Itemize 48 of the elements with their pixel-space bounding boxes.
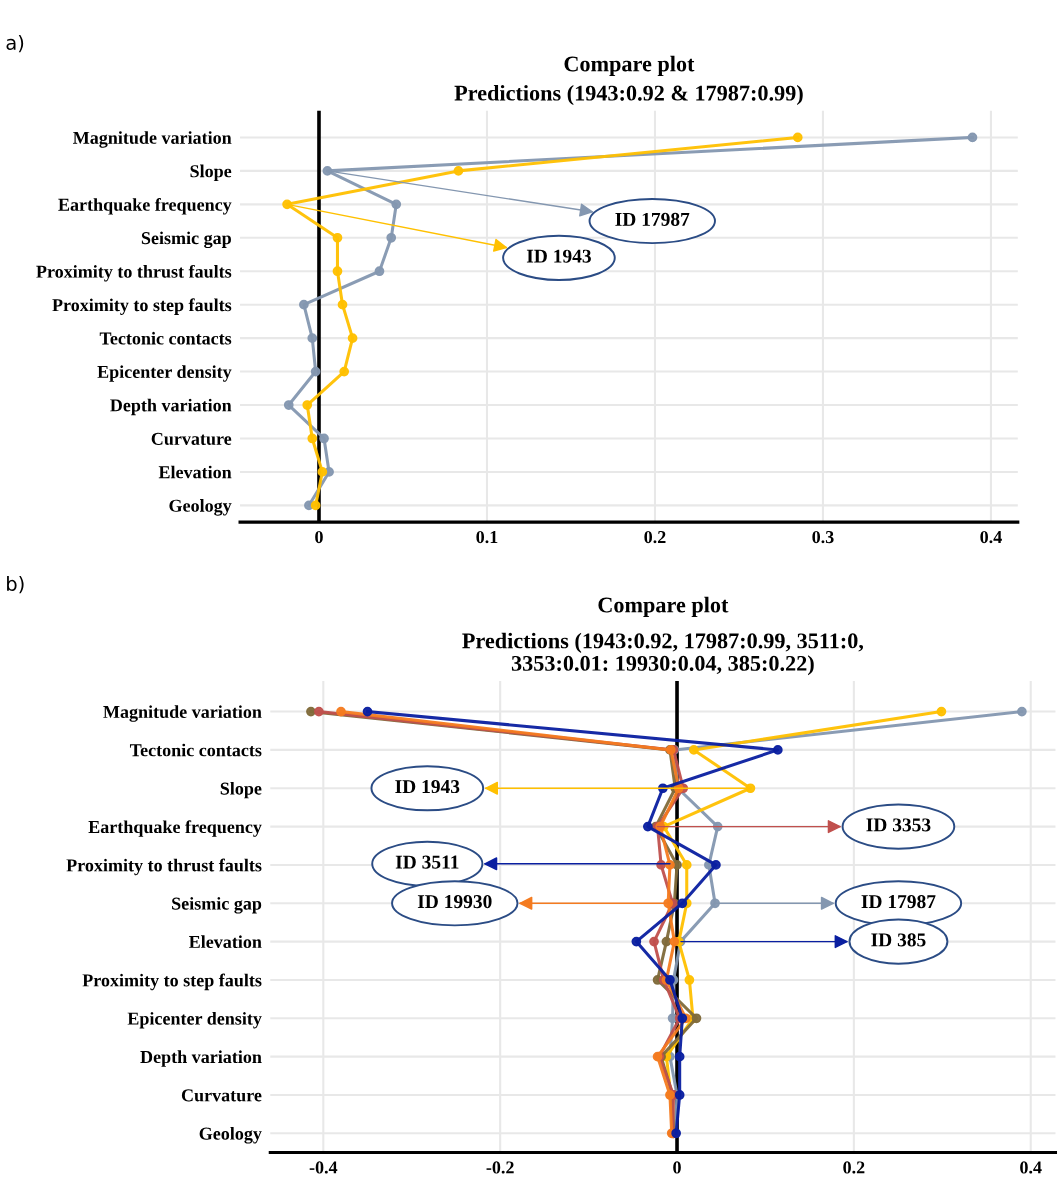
x-tick-label: 0 xyxy=(673,1161,681,1174)
y-tick-label: Curvature xyxy=(181,1089,262,1102)
y-tick-label: Depth variation xyxy=(140,1050,262,1067)
chart-title: Compare plot xyxy=(598,596,729,618)
x-tick-label: 0.1 xyxy=(476,530,498,544)
y-tick-label: Elevation xyxy=(158,465,232,479)
y-tick-label: Proximity to step faults xyxy=(52,298,232,315)
x-tick-label: 0.2 xyxy=(843,1161,865,1174)
x-tick-label: 0.3 xyxy=(812,530,834,544)
y-tick-label: Epicenter density xyxy=(97,365,232,382)
y-tick-label: Seismic gap xyxy=(172,897,262,914)
y-tick-label: Seismic gap xyxy=(141,231,231,249)
annotation: ID 17987 xyxy=(615,212,690,226)
chart-title: Compare plot xyxy=(564,55,695,76)
y-tick-label: Magnitude variation xyxy=(103,705,262,722)
y-tick-label: Proximity to step faults xyxy=(82,973,262,991)
annotation: ID 1943 xyxy=(526,249,591,263)
y-tick-label: Magnitude variation xyxy=(73,131,232,148)
y-tick-label: Tectonic contacts xyxy=(99,331,232,345)
y-tick-label: Slope xyxy=(190,164,232,181)
y-tick-label: Slope xyxy=(220,781,262,799)
x-tick-label: 0 xyxy=(315,530,323,544)
y-tick-label: Depth variation xyxy=(110,398,232,416)
text: a) xyxy=(6,34,24,53)
chart-subtitle: Predictions (1943:0.92 & 17987:0.99) xyxy=(454,84,803,106)
text: b) xyxy=(7,575,24,594)
x-tick-label: -0.2 xyxy=(486,1161,514,1174)
y-tick-label: Epicenter density xyxy=(127,1012,262,1029)
y-tick-label: Proximity to thrust faults xyxy=(36,264,232,282)
x-tick-label: 0.2 xyxy=(644,530,666,544)
y-tick-label: Geology xyxy=(199,1127,262,1144)
y-tick-label: Elevation xyxy=(189,935,262,949)
annotation: ID 1943 xyxy=(395,780,460,794)
y-tick-label: Earthquake frequency xyxy=(58,197,232,215)
y-tick-label: Proximity to thrust faults xyxy=(66,858,262,876)
y-tick-label: Tectonic contacts xyxy=(129,743,262,757)
x-tick-label: 0.4 xyxy=(980,530,1002,544)
annotation: ID 3353 xyxy=(866,818,931,832)
chart-subtitle: Predictions (1943:0.92, 17987:0.99, 3511:0, 3353:0.01: 19930:0.04, 385:0.22) xyxy=(462,632,864,676)
y-tick-label: Curvature xyxy=(151,432,232,445)
annotation: ID 3511 xyxy=(395,855,459,869)
annotation: ID 19930 xyxy=(417,895,492,909)
y-tick-label: Geology xyxy=(169,499,232,516)
annotation: ID 17987 xyxy=(861,895,936,909)
x-tick-label: 0.4 xyxy=(1020,1161,1042,1174)
x-tick-label: -0.4 xyxy=(309,1161,338,1174)
y-tick-label: Earthquake frequency xyxy=(88,820,262,837)
annotation: ID 385 xyxy=(871,933,926,947)
